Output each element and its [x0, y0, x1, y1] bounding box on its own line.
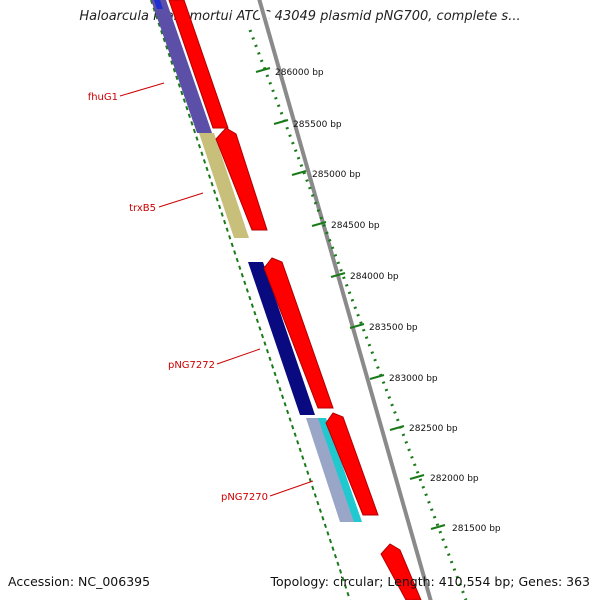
gene-label-pNG7272[interactable]: pNG7272: [168, 360, 215, 371]
tick-label: 285500 bp: [293, 120, 342, 130]
outer-scale-line: [248, 29, 468, 600]
forward-cds-5: [380, 543, 422, 600]
fhuG1-cds: [151, 0, 212, 133]
tick-label: 286000 bp: [275, 68, 324, 78]
pNG7270-cds-a: [306, 418, 355, 522]
forward-cds-2: [215, 127, 268, 231]
forward-cds-3: [263, 257, 334, 409]
pNG7272-cds: [248, 262, 315, 415]
tick-label: 284000 bp: [350, 272, 399, 282]
tick-label: 285000 bp: [312, 170, 361, 180]
tick-label: 281500 bp: [452, 524, 501, 534]
tick-label: 283000 bp: [389, 374, 438, 384]
accession-text: Accession: NC_006395: [8, 574, 151, 589]
fhuG1-cds-edge: [154, 0, 163, 9]
gene-label-pNG7270[interactable]: pNG7270: [221, 492, 268, 503]
tick-label: 284500 bp: [331, 221, 380, 231]
topology-text: Topology: circular; Length: 410,554 bp; …: [270, 574, 591, 589]
gene-label-trxB5[interactable]: trxB5: [129, 203, 156, 214]
reverse-strand: [151, 0, 362, 522]
forward-cds-1: [168, 0, 229, 129]
backbone: [255, 0, 435, 600]
trxB5-cds: [199, 133, 249, 238]
tick-label: 282000 bp: [430, 474, 479, 484]
pNG7270-cds-b: [318, 418, 362, 522]
inner-scale-line: [150, 0, 351, 600]
gene-label-fhuG1[interactable]: fhuG1: [88, 92, 118, 103]
forward-cds-4: [325, 412, 379, 516]
label-leaders: [119, 82, 314, 497]
tick-label: 283500 bp: [369, 323, 418, 333]
forward-strand: [168, 0, 422, 600]
tick-marks: [255, 67, 446, 530]
tick-label: 282500 bp: [409, 424, 458, 434]
